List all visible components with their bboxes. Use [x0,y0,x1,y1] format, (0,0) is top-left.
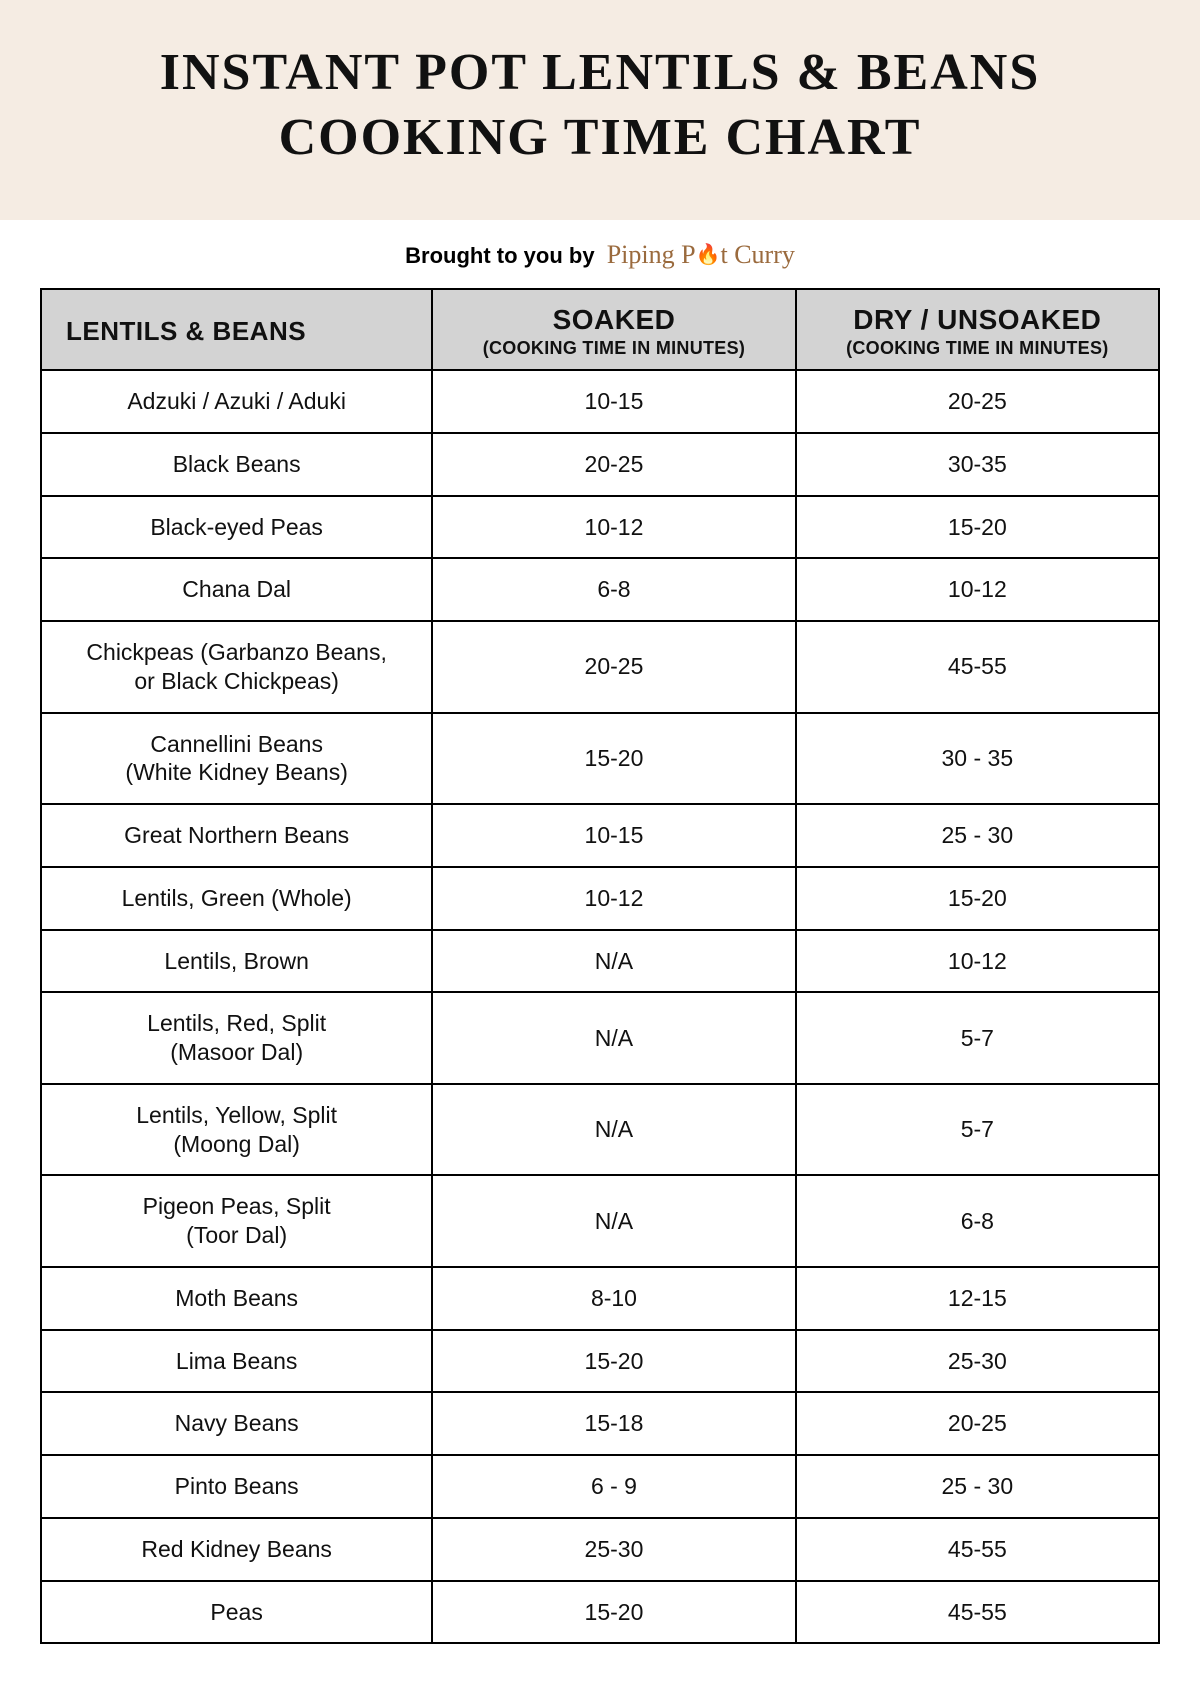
cell-name: Lentils, Brown [41,930,432,993]
cell-dry: 45-55 [796,1581,1159,1644]
cell-name: Pigeon Peas, Split (Toor Dal) [41,1175,432,1267]
header-dry-main: DRY / UNSOAKED [807,304,1148,336]
cell-dry: 10-12 [796,558,1159,621]
table-row: Black Beans20-2530-35 [41,433,1159,496]
cell-dry: 12-15 [796,1267,1159,1330]
table-row: Moth Beans8-1012-15 [41,1267,1159,1330]
table-row: Peas15-2045-55 [41,1581,1159,1644]
cell-soaked: 10-12 [432,867,795,930]
cell-soaked: N/A [432,1084,795,1176]
page-title: INSTANT POT LENTILS & BEANS COOKING TIME… [30,40,1170,170]
header-soaked: SOAKED (COOKING TIME IN MINUTES) [432,289,795,370]
cell-name: Chana Dal [41,558,432,621]
title-banner: INSTANT POT LENTILS & BEANS COOKING TIME… [0,0,1200,220]
cell-soaked: 10-15 [432,804,795,867]
cooking-time-table: LENTILS & BEANS SOAKED (COOKING TIME IN … [40,288,1160,1644]
table-row: Lentils, Green (Whole)10-1215-20 [41,867,1159,930]
table-container: LENTILS & BEANS SOAKED (COOKING TIME IN … [0,288,1200,1684]
table-row: Pigeon Peas, Split (Toor Dal)N/A6-8 [41,1175,1159,1267]
header-dry: DRY / UNSOAKED (COOKING TIME IN MINUTES) [796,289,1159,370]
table-row: Pinto Beans6 - 925 - 30 [41,1455,1159,1518]
cell-dry: 45-55 [796,1518,1159,1581]
cell-name: Lentils, Green (Whole) [41,867,432,930]
cell-dry: 15-20 [796,496,1159,559]
cell-name: Lentils, Red, Split (Masoor Dal) [41,992,432,1084]
table-body: Adzuki / Azuki / Aduki10-1520-25Black Be… [41,370,1159,1643]
table-header-row: LENTILS & BEANS SOAKED (COOKING TIME IN … [41,289,1159,370]
header-soaked-main: SOAKED [443,304,784,336]
cell-soaked: 6-8 [432,558,795,621]
table-row: Red Kidney Beans25-3045-55 [41,1518,1159,1581]
cell-soaked: 10-12 [432,496,795,559]
cell-dry: 20-25 [796,1392,1159,1455]
brand-name: Piping P🔥t Curry [607,240,795,269]
brand-part1: Piping P [607,240,696,269]
cell-name: Navy Beans [41,1392,432,1455]
cell-name: Lima Beans [41,1330,432,1393]
cell-dry: 30-35 [796,433,1159,496]
cell-name: Cannellini Beans (White Kidney Beans) [41,713,432,805]
cell-dry: 45-55 [796,621,1159,713]
cell-dry: 5-7 [796,992,1159,1084]
cell-name: Chickpeas (Garbanzo Beans, or Black Chic… [41,621,432,713]
cell-dry: 25 - 30 [796,804,1159,867]
cell-soaked: 10-15 [432,370,795,433]
title-line-2: COOKING TIME CHART [279,109,922,166]
cell-dry: 15-20 [796,867,1159,930]
cell-soaked: 15-18 [432,1392,795,1455]
table-row: Great Northern Beans10-1525 - 30 [41,804,1159,867]
flame-icon: 🔥 [696,244,721,266]
brand-part2: t Curry [720,240,794,269]
cell-name: Adzuki / Azuki / Aduki [41,370,432,433]
cell-name: Black-eyed Peas [41,496,432,559]
cell-dry: 25-30 [796,1330,1159,1393]
cell-name: Pinto Beans [41,1455,432,1518]
byline: Brought to you by Piping P🔥t Curry [0,220,1200,288]
cell-name: Lentils, Yellow, Split (Moong Dal) [41,1084,432,1176]
cell-soaked: N/A [432,992,795,1084]
cell-soaked: 15-20 [432,1581,795,1644]
table-row: Chickpeas (Garbanzo Beans, or Black Chic… [41,621,1159,713]
cell-name: Moth Beans [41,1267,432,1330]
table-row: Navy Beans15-1820-25 [41,1392,1159,1455]
table-row: Lima Beans15-2025-30 [41,1330,1159,1393]
cell-name: Peas [41,1581,432,1644]
cell-soaked: N/A [432,930,795,993]
header-soaked-sub: (COOKING TIME IN MINUTES) [443,338,784,359]
cell-dry: 5-7 [796,1084,1159,1176]
table-row: Adzuki / Azuki / Aduki10-1520-25 [41,370,1159,433]
cell-dry: 25 - 30 [796,1455,1159,1518]
cell-name: Red Kidney Beans [41,1518,432,1581]
cell-soaked: 20-25 [432,621,795,713]
cell-dry: 20-25 [796,370,1159,433]
cell-soaked: 8-10 [432,1267,795,1330]
header-dry-sub: (COOKING TIME IN MINUTES) [807,338,1148,359]
cell-soaked: 15-20 [432,713,795,805]
table-row: Black-eyed Peas10-1215-20 [41,496,1159,559]
table-row: Lentils, BrownN/A10-12 [41,930,1159,993]
title-line-1: INSTANT POT LENTILS & BEANS [160,44,1041,101]
header-lentils-beans: LENTILS & BEANS [41,289,432,370]
table-row: Chana Dal6-810-12 [41,558,1159,621]
cell-soaked: 25-30 [432,1518,795,1581]
cell-soaked: 6 - 9 [432,1455,795,1518]
cell-name: Black Beans [41,433,432,496]
cell-dry: 30 - 35 [796,713,1159,805]
cell-name: Great Northern Beans [41,804,432,867]
cell-soaked: N/A [432,1175,795,1267]
table-row: Lentils, Red, Split (Masoor Dal)N/A5-7 [41,992,1159,1084]
table-row: Lentils, Yellow, Split (Moong Dal)N/A5-7 [41,1084,1159,1176]
cell-dry: 6-8 [796,1175,1159,1267]
cell-soaked: 20-25 [432,433,795,496]
cell-soaked: 15-20 [432,1330,795,1393]
table-row: Cannellini Beans (White Kidney Beans)15-… [41,713,1159,805]
cell-dry: 10-12 [796,930,1159,993]
byline-prefix: Brought to you by [405,243,594,268]
